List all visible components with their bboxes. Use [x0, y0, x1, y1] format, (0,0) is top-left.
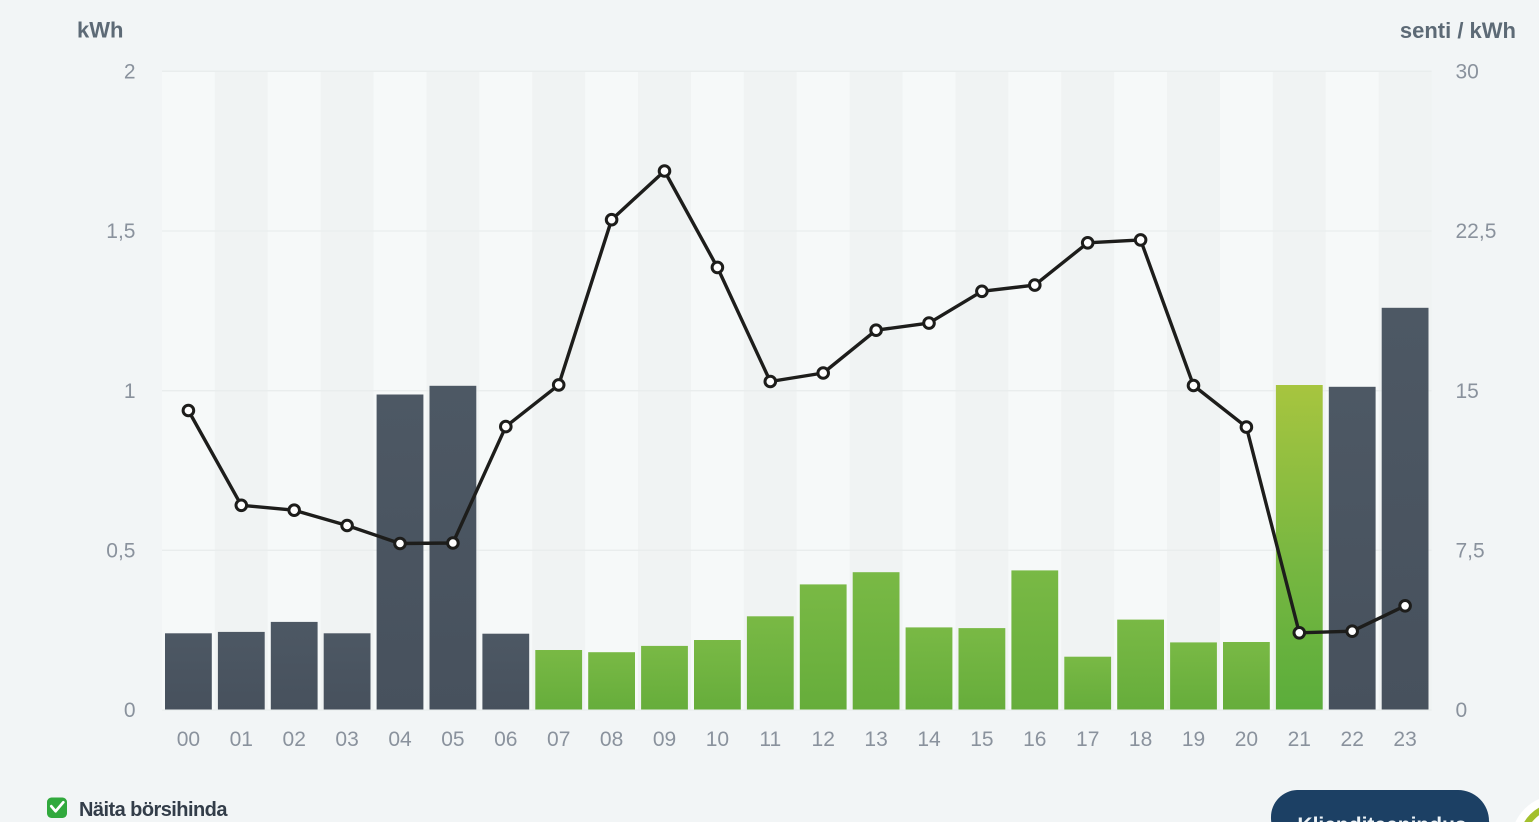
svg-text:20: 20	[1235, 728, 1258, 751]
svg-text:18: 18	[1129, 728, 1152, 751]
svg-text:senti / kWh: senti / kWh	[1400, 18, 1516, 43]
svg-text:1: 1	[124, 380, 136, 403]
svg-text:15: 15	[970, 728, 993, 751]
svg-text:23: 23	[1393, 728, 1416, 751]
svg-text:10: 10	[706, 728, 729, 751]
svg-text:01: 01	[230, 728, 253, 751]
svg-text:04: 04	[388, 728, 412, 751]
svg-text:12: 12	[812, 728, 835, 751]
svg-text:22: 22	[1341, 728, 1364, 751]
svg-text:21: 21	[1288, 728, 1311, 751]
svg-text:0: 0	[1456, 699, 1468, 722]
svg-text:02: 02	[283, 728, 306, 751]
svg-text:7,5: 7,5	[1456, 540, 1485, 563]
svg-text:19: 19	[1182, 728, 1205, 751]
svg-text:03: 03	[335, 728, 358, 751]
svg-text:kWh: kWh	[77, 18, 123, 43]
svg-text:06: 06	[494, 728, 517, 751]
svg-text:2: 2	[124, 61, 136, 84]
svg-text:05: 05	[441, 728, 464, 751]
svg-text:13: 13	[864, 728, 887, 751]
svg-text:14: 14	[917, 728, 941, 751]
svg-text:08: 08	[600, 728, 623, 751]
svg-text:22,5: 22,5	[1456, 220, 1497, 243]
svg-text:0,5: 0,5	[106, 540, 135, 563]
svg-text:00: 00	[177, 728, 200, 751]
svg-text:0: 0	[124, 699, 136, 722]
svg-text:07: 07	[547, 728, 570, 751]
svg-text:Klienditeenindus: Klienditeenindus	[1297, 814, 1466, 822]
svg-text:17: 17	[1076, 728, 1099, 751]
svg-text:11: 11	[759, 728, 781, 751]
svg-text:09: 09	[653, 728, 676, 751]
svg-text:30: 30	[1456, 61, 1479, 84]
svg-text:Näita börsihinda: Näita börsihinda	[79, 799, 228, 821]
svg-text:1,5: 1,5	[106, 220, 135, 243]
svg-text:16: 16	[1023, 728, 1046, 751]
svg-text:15: 15	[1456, 380, 1479, 403]
